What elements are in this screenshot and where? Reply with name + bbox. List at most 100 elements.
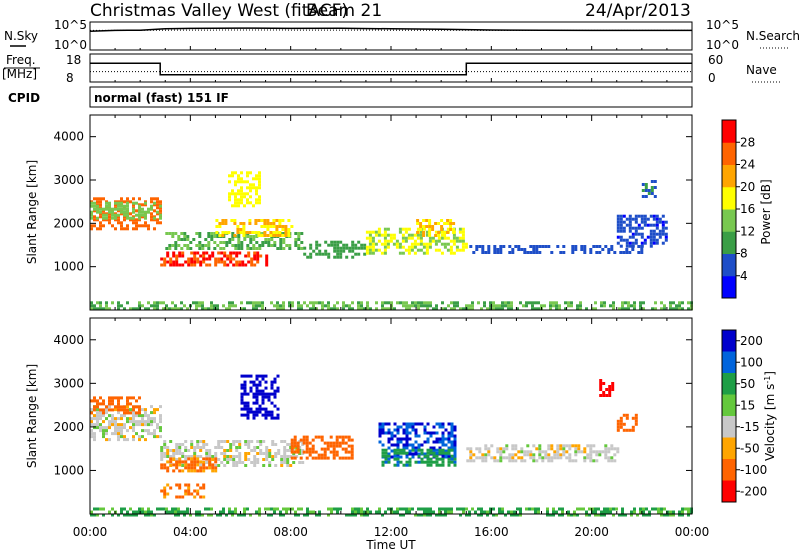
scatter-cell-region-6 — [318, 252, 322, 256]
scatter-cell-region-5 — [252, 186, 255, 190]
scatter-cell-region-0 — [105, 432, 108, 436]
scatter-cell-region-10 — [664, 238, 668, 242]
scatter-cell-region-9 — [602, 382, 606, 385]
scatter-cell-region-2 — [274, 452, 278, 455]
scatter-cell-region-7 — [371, 242, 375, 246]
scatter-cell-region-1 — [153, 201, 156, 205]
scatter-cell-region-12 — [258, 304, 261, 308]
scatter-cell-region-6 — [348, 246, 352, 250]
scatter-cell-region-12 — [405, 304, 408, 308]
scatter-cell-region-12 — [210, 513, 213, 517]
scatter-cell-region-12 — [261, 307, 264, 311]
scatter-cell-region-11 — [641, 189, 645, 192]
scatter-cell-region-12 — [357, 304, 360, 308]
scatter-cell-region-12 — [258, 301, 261, 305]
scatter-cell-region-12 — [117, 513, 120, 517]
scatter-cell-region-12 — [408, 307, 411, 311]
scatter-cell-region-10 — [619, 419, 623, 423]
scatter-cell-region-10 — [631, 235, 635, 239]
scatter-cell-region-8 — [589, 459, 593, 463]
y-tick-label: 4000 — [53, 333, 84, 347]
scatter-cell-region-0 — [156, 206, 159, 210]
scatter-cell-region-7 — [449, 239, 453, 243]
scatter-cell-region-12 — [270, 301, 273, 305]
scatter-cell-region-12 — [672, 513, 675, 517]
scatter-cell-region-8 — [487, 447, 491, 451]
scatter-cell-region-12 — [474, 510, 477, 514]
scatter-cell-region-3 — [288, 247, 292, 250]
scatter-cell-region-8 — [514, 453, 518, 457]
scatter-cell-region-8 — [532, 453, 536, 457]
scatter-cell-region-1 — [156, 210, 159, 214]
nsky-tick-top-right: 10^5 — [706, 18, 739, 32]
scatter-cell-region-6 — [339, 246, 343, 250]
scatter-cell-region-12 — [612, 513, 615, 517]
scatter-cell-region-1 — [117, 204, 120, 208]
scatter-cell-region-7 — [441, 457, 445, 461]
scatter-cell-region-5 — [341, 456, 345, 460]
scatter-cell-region-10 — [643, 241, 647, 245]
scatter-cell-region-0 — [138, 423, 141, 427]
scatter-cell-region-4 — [263, 225, 267, 228]
scatter-cell-region-2 — [190, 257, 194, 261]
scatter-cell-region-6 — [405, 446, 409, 450]
scatter-cell-region-7 — [405, 463, 409, 467]
scatter-cell-region-0 — [135, 423, 138, 427]
scatter-cell-region-12 — [513, 510, 516, 514]
scatter-cell-region-1 — [138, 213, 141, 217]
scatter-cell-region-6 — [405, 443, 409, 447]
scatter-cell-region-12 — [615, 507, 618, 511]
scatter-cell-region-12 — [549, 304, 552, 308]
scatter-cell-region-6 — [309, 252, 313, 256]
scatter-cell-region-2 — [283, 461, 287, 464]
scatter-cell-region-12 — [138, 304, 141, 308]
scatter-cell-region-12 — [537, 510, 540, 514]
scatter-cell-region-7 — [413, 242, 417, 246]
scatter-cell-region-5 — [329, 450, 333, 454]
scatter-cell-region-1 — [99, 402, 102, 406]
scatter-cell-region-12 — [423, 301, 426, 305]
scatter-cell-region-12 — [492, 304, 495, 308]
scatter-cell-region-12 — [438, 507, 441, 511]
scatter-cell-region-2 — [214, 452, 218, 455]
scatter-cell-region-12 — [384, 301, 387, 305]
scatter-cell-region-8 — [544, 450, 548, 454]
scatter-cell-region-4 — [240, 383, 244, 387]
scatter-cell-region-8 — [562, 453, 566, 457]
scatter-cell-region-6 — [411, 452, 415, 456]
scatter-cell-region-12 — [102, 513, 105, 517]
scatter-cell-region-1 — [120, 396, 123, 400]
scatter-cell-region-2 — [232, 458, 236, 461]
scatter-cell-region-5 — [350, 450, 354, 454]
scatter-cell-region-10 — [661, 220, 665, 224]
scatter-cell-region-12 — [111, 507, 114, 511]
scatter-cell-region-2 — [238, 458, 242, 461]
date-label: 24/Apr/2013 — [585, 1, 691, 21]
scatter-cell-region-0 — [108, 405, 111, 409]
scatter-cell-region-4 — [264, 407, 268, 411]
scatter-cell-region-4 — [240, 392, 244, 396]
scatter-cell-region-12 — [321, 307, 324, 311]
scatter-cell-region-5 — [305, 456, 309, 460]
scatter-cell-region-12 — [348, 307, 351, 311]
scatter-cell-region-2 — [202, 257, 206, 261]
scatter-cell-region-6 — [342, 246, 346, 250]
scatter-cell-region-12 — [609, 304, 612, 308]
scatter-cell-region-9 — [478, 245, 482, 248]
scatter-cell-region-8 — [496, 447, 500, 451]
scatter-cell-region-6 — [417, 446, 421, 450]
scatter-cell-region-9 — [514, 245, 518, 248]
scatter-cell-region-12 — [336, 307, 339, 311]
scatter-cell-region-1 — [141, 207, 144, 211]
scatter-cell-region-2 — [172, 260, 176, 264]
scatter-cell-region-12 — [252, 307, 255, 311]
scatter-cell-region-12 — [534, 307, 537, 311]
scatter-cell-region-12 — [438, 510, 441, 514]
scatter-cell-region-8 — [505, 456, 509, 460]
scatter-cell-region-4 — [236, 228, 240, 231]
scatter-cell-region-12 — [426, 510, 429, 514]
scatter-cell-region-12 — [168, 307, 171, 311]
scatter-cell-region-8 — [481, 453, 485, 457]
scatter-cell-region-6 — [402, 428, 406, 432]
scatter-cell-region-6 — [354, 243, 358, 247]
